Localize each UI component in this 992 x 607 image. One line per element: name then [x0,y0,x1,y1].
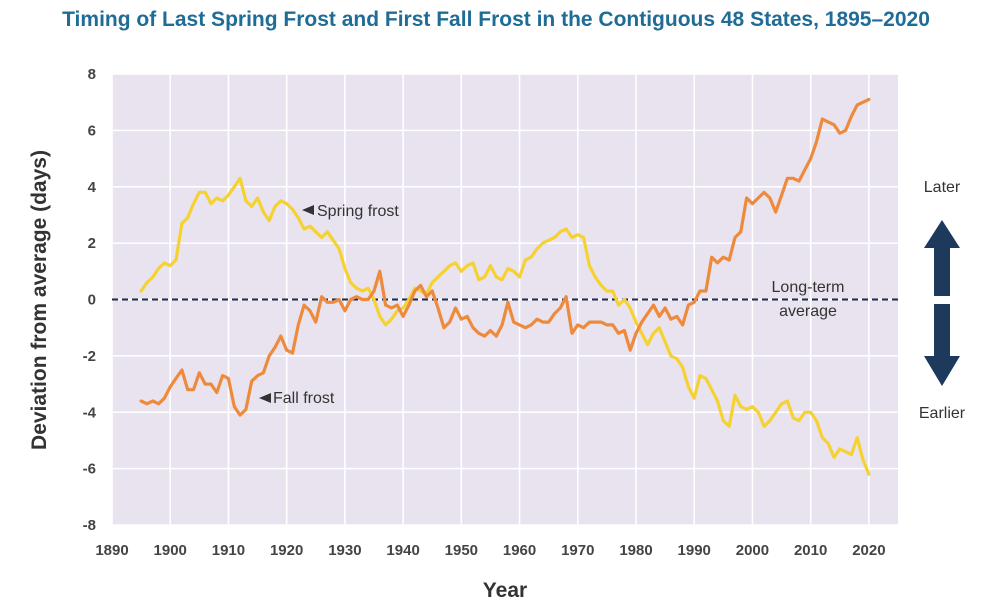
fall-frost-callout: Fall frost [259,390,335,407]
y-tick-label: 8 [88,66,96,83]
x-tick-label: 2020 [852,542,885,559]
earlier-label: Earlier [919,405,966,422]
x-tick-labels: 1890 1900 1910 1920 1930 1940 1950 1960 1970 1980… [95,542,885,559]
spring-frost-line [139,176,871,476]
x-tick-label: 1910 [212,542,245,559]
chart-title: Timing of Last Spring Frost and First Fa… [62,8,930,31]
y-tick-label: -2 [83,348,96,365]
x-tick-label: 1950 [445,542,478,559]
later-label: Later [924,179,961,196]
reference-line-label-1: Long-term [772,279,845,296]
fall-frost-pointer-icon [259,393,271,403]
x-tick-label: 2000 [736,542,769,559]
x-tick-label: 1970 [561,542,594,559]
later-arrow-icon [924,220,960,296]
x-tick-label: 1960 [503,542,536,559]
fall-frost-label: Fall frost [273,390,335,407]
x-tick-label: 1980 [619,542,652,559]
spring-frost-callout: Spring frost [302,203,399,220]
series-lines [139,97,871,476]
y-tick-label: 4 [88,179,97,196]
y-tick-label: 6 [88,122,96,139]
spring-frost-pointer-icon [302,205,314,215]
x-tick-label: 1900 [154,542,187,559]
x-tick-label: 1890 [95,542,128,559]
x-tick-label: 1920 [270,542,303,559]
x-tick-label: 1930 [328,542,361,559]
y-tick-label: 0 [88,292,96,309]
y-tick-label: -8 [83,517,96,534]
x-tick-label: 1990 [678,542,711,559]
reference-line-label-2: average [779,303,837,320]
x-tick-label: 1940 [386,542,419,559]
y-axis-title: Deviation from average (days) [28,150,51,450]
y-tick-label: -4 [83,404,97,421]
y-tick-labels: 8 6 4 2 0 -2 -4 -6 -8 [83,66,97,534]
spring-frost-label: Spring frost [317,203,399,220]
y-tick-label: 2 [88,235,96,252]
fall-frost-line [139,97,871,417]
earlier-arrow-icon [924,304,960,386]
x-axis-title: Year [483,579,527,602]
y-tick-label: -6 [83,461,96,478]
x-tick-label: 2010 [794,542,827,559]
